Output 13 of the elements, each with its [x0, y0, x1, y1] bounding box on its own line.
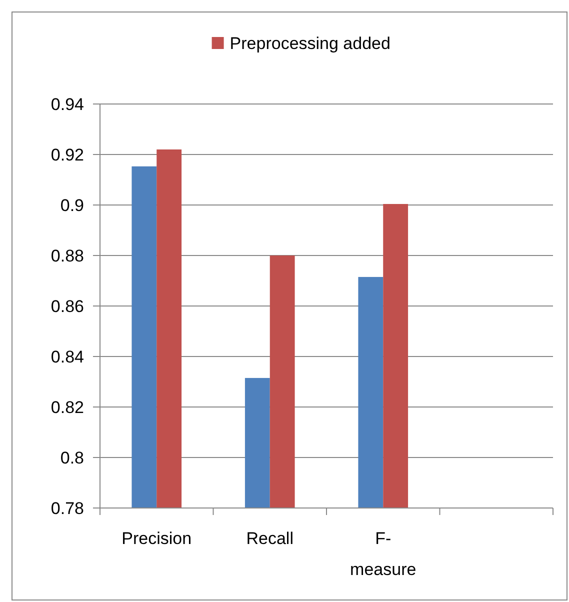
- y-tick-label: 0.78: [50, 498, 84, 518]
- x-tick-label: F-measure: [350, 529, 416, 579]
- y-tick-label: 0.94: [50, 94, 84, 114]
- x-tick-label: Recall: [246, 529, 294, 548]
- y-tick-label: 0.92: [50, 145, 84, 164]
- y-tick-label: 0.84: [50, 347, 84, 366]
- y-tick-label: 0.8: [60, 448, 84, 468]
- x-tick-label: Precision: [122, 529, 192, 548]
- y-tick-label: 0.9: [60, 196, 84, 215]
- legend-label: Preprocessing added: [230, 34, 390, 53]
- y-tick-label: 0.88: [50, 246, 84, 266]
- y-tick-label: 0.82: [50, 398, 84, 417]
- y-tick-label: 0.86: [50, 296, 84, 316]
